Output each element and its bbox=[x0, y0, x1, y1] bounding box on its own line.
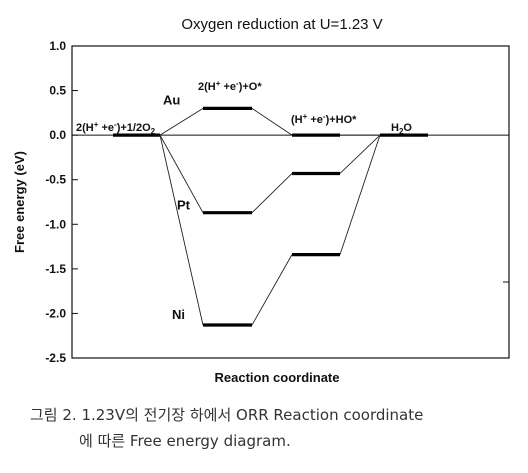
axes bbox=[71, 45, 510, 359]
plot-frame bbox=[71, 45, 510, 359]
connector-ni bbox=[251, 254, 293, 326]
connector-pt bbox=[159, 134, 204, 213]
caption-line-1: 그림 2. 1.23V의 전기장 하에서 ORR Reaction coordi… bbox=[30, 406, 424, 424]
connector-pt bbox=[251, 173, 293, 214]
connector-au bbox=[251, 108, 293, 136]
x-axis-label: Reaction coordinate bbox=[215, 370, 340, 385]
free-energy-chart: Oxygen reduction at U=1.23 V 1.0 0.5 0.0 -0… bbox=[12, 16, 510, 385]
figure-caption: 그림 2. 1.23V의 전기장 하에서 ORR Reaction coordi… bbox=[30, 402, 520, 454]
y-tick-label: 1.0 bbox=[49, 39, 66, 53]
y-tick-label: -1.5 bbox=[45, 262, 66, 276]
series-labels: Au Pt Ni bbox=[163, 92, 191, 322]
connector-ni bbox=[339, 134, 381, 255]
connector-pt bbox=[339, 134, 381, 174]
state-label-oxygen-adsorbed: 2(H+ +e-)+O* bbox=[198, 79, 262, 93]
energy-levels bbox=[113, 106, 428, 327]
y-tick-label: -2.0 bbox=[45, 306, 66, 320]
state-label-initial: 2(H+ +e-)+1/2O2 bbox=[76, 120, 156, 136]
y-tick-label: -0.5 bbox=[45, 173, 66, 187]
connector-au bbox=[159, 108, 204, 136]
y-tick-label: 0.0 bbox=[49, 128, 66, 142]
connector-lines bbox=[159, 108, 381, 326]
series-label-pt: Pt bbox=[177, 198, 191, 213]
caption-line-2: 에 따른 Free energy diagram. bbox=[79, 432, 291, 450]
connector-ni bbox=[159, 135, 204, 326]
y-tick-label: -2.5 bbox=[45, 351, 66, 365]
y-tick-label: 0.5 bbox=[49, 84, 66, 98]
series-label-au: Au bbox=[163, 92, 180, 107]
state-label-hydroxyl-adsorbed: (H+ +e-)+HO* bbox=[291, 112, 357, 126]
y-tick-label: -1.0 bbox=[45, 217, 66, 231]
y-axis-ticks: 1.0 0.5 0.0 -0.5 -1.0 -1.5 -2.0 -2.5 bbox=[45, 39, 78, 365]
state-label-water: H2O bbox=[391, 122, 412, 136]
series-label-ni: Ni bbox=[172, 307, 185, 322]
chart-title: Oxygen reduction at U=1.23 V bbox=[181, 16, 382, 33]
y-axis-label: Free energy (eV) bbox=[12, 151, 27, 253]
